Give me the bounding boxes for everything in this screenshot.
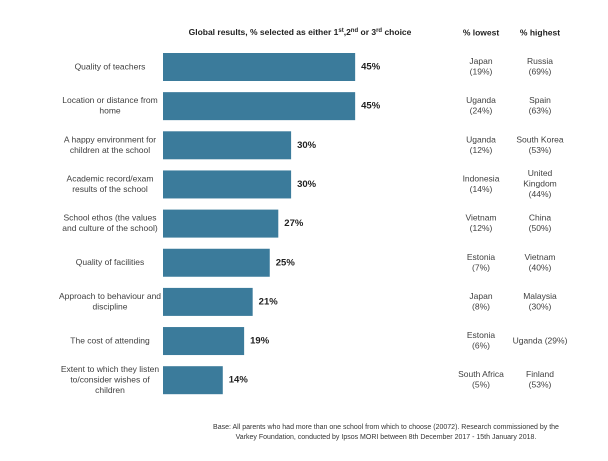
lowest-cell: (6%) [472, 341, 490, 351]
category-label: Extent to which they listen [61, 364, 160, 374]
highest-header: % highest [520, 27, 560, 37]
value-label: 45% [361, 101, 381, 112]
lowest-cell: Japan [469, 56, 492, 66]
category-label: Academic record/exam [67, 173, 154, 183]
title-part: st [338, 28, 343, 34]
value-label: 21% [259, 296, 279, 307]
highest-cell: Finland [526, 369, 554, 379]
category-label: Approach to behaviour and [59, 291, 161, 301]
lowest-cell: Uganda [466, 95, 496, 105]
highest-cell: United [528, 168, 553, 178]
category-label: results of the school [72, 184, 148, 194]
value-label: 25% [276, 257, 296, 268]
category-label: Quality of facilities [76, 257, 145, 267]
highest-cell: Malaysia [523, 291, 557, 301]
highest-cell: South Korea [516, 134, 564, 144]
lowest-cell: South Africa [458, 369, 504, 379]
highest-cell: Vietnam [524, 252, 555, 262]
value-label: 19% [250, 336, 270, 347]
bar [163, 327, 245, 356]
bar [163, 92, 356, 121]
lowest-cell: Estonia [467, 252, 496, 262]
highest-cell: (44%) [529, 189, 552, 199]
highest-cell: (50%) [529, 223, 552, 233]
highest-cell: (63%) [529, 106, 552, 116]
value-label: 27% [284, 218, 304, 229]
category-label: to/consider wishes of [70, 374, 150, 384]
title-part: Global results, % selected as either 1 [189, 27, 339, 37]
bar [163, 53, 356, 81]
category-label: A happy environment for [64, 134, 156, 144]
highest-cell: (69%) [529, 67, 552, 77]
title-part: rd [376, 28, 382, 34]
title-part: ,2 [344, 27, 351, 37]
lowest-cell: (5%) [472, 380, 490, 390]
category-label: Quality of teachers [75, 61, 146, 71]
title-part: or 3 [358, 27, 376, 37]
lowest-cell: Uganda [466, 134, 496, 144]
highest-cell: Uganda (29%) [513, 335, 568, 345]
value-label: 30% [297, 140, 317, 151]
footnote: Base: All parents who had more than one … [213, 424, 559, 431]
lowest-cell: Vietnam [465, 213, 496, 223]
category-label: children at the school [70, 145, 150, 155]
highest-cell: Kingdom [523, 179, 557, 189]
title-part: nd [351, 28, 359, 34]
lowest-cell: (14%) [470, 184, 493, 194]
value-label: 30% [297, 179, 317, 190]
category-label: The cost of attending [70, 335, 150, 345]
chart-title: Global results, % selected as either 1st… [189, 27, 412, 37]
lowest-cell: (12%) [470, 223, 493, 233]
highest-cell: (53%) [529, 145, 552, 155]
footnote: Varkey Foundation, conducted by Ipsos MO… [236, 434, 537, 441]
bar [163, 248, 270, 277]
lowest-cell: Indonesia [463, 173, 500, 183]
bar [163, 170, 292, 199]
category-label: Location or distance from [62, 95, 157, 105]
bar [163, 131, 292, 160]
category-label: and culture of the school) [62, 223, 158, 233]
highest-cell: (53%) [529, 380, 552, 390]
lowest-cell: Estonia [467, 330, 496, 340]
bar [163, 209, 279, 238]
value-label: 45% [361, 62, 381, 73]
highest-cell: Spain [529, 95, 551, 105]
lowest-header: % lowest [463, 27, 500, 37]
highest-cell: China [529, 213, 551, 223]
lowest-cell: (19%) [470, 67, 493, 77]
category-label: School ethos (the values [63, 213, 156, 223]
category-label: discipline [93, 301, 128, 311]
value-label: 14% [229, 375, 249, 386]
lowest-cell: (7%) [472, 262, 490, 272]
lowest-cell: (12%) [470, 145, 493, 155]
lowest-cell: Japan [469, 291, 492, 301]
lowest-cell: (8%) [472, 301, 490, 311]
category-label: home [99, 106, 121, 116]
title-part: choice [382, 27, 412, 37]
category-label: children [95, 385, 125, 395]
highest-cell: (40%) [529, 262, 552, 272]
lowest-cell: (24%) [470, 106, 493, 116]
bar [163, 287, 253, 316]
bar [163, 366, 223, 395]
highest-cell: Russia [527, 56, 553, 66]
highest-cell: (30%) [529, 301, 552, 311]
